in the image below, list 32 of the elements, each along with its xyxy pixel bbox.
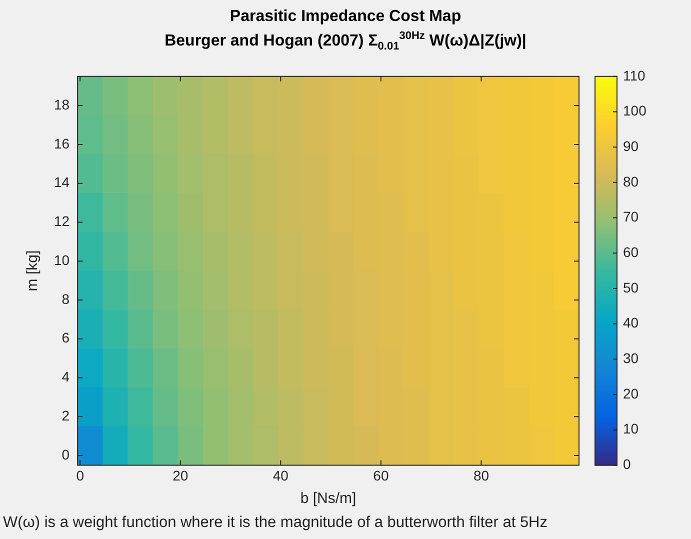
- y-tick-label: 12: [54, 213, 70, 230]
- color-bar-label: 80: [623, 173, 639, 190]
- y-tick-label: 2: [62, 407, 70, 424]
- color-bar-label: 90: [623, 138, 639, 154]
- chart-subtitle: Beurger and Hogan (2007) Σ$_{0.01}$$^{30Hz}$ W(ω)Δ|Z(jw)|: [164, 30, 528, 53]
- x-axis-title: b [Ns/m]: [300, 490, 356, 508]
- y-tick-label: 14: [54, 174, 70, 190]
- y-tick-label: 18: [54, 96, 70, 112]
- color-bar-label: 10: [623, 420, 639, 437]
- text: W(ω) is a weight function where it is the magnitude of a butterworth filter at 5Hz: [3, 514, 548, 532]
- color-bar-label: 60: [623, 244, 639, 260]
- color-bar-label: 70: [623, 208, 639, 225]
- y-tick-label: 8: [62, 290, 70, 307]
- color-bar-label: 110: [623, 67, 646, 84]
- y-tick-label: 10: [54, 252, 70, 268]
- y-tick-label: 0: [62, 446, 70, 462]
- color-bar-label: 0: [623, 456, 631, 472]
- x-tick-label: 80: [473, 467, 490, 484]
- color-bar-label: 50: [623, 279, 639, 296]
- x-tick-label: 60: [373, 467, 389, 484]
- color-bar-label: 100: [623, 102, 647, 119]
- color-bar-label: 40: [623, 314, 639, 331]
- x-tick-label: 40: [272, 467, 289, 484]
- color-bar-label: 20: [623, 385, 639, 402]
- color-bar-label: 30: [623, 350, 639, 366]
- x-tick-label: 20: [172, 467, 188, 484]
- y-tick-label: 16: [54, 135, 70, 152]
- y-axis-title: m [kg]: [24, 250, 42, 292]
- y-tick-label: 6: [62, 330, 70, 346]
- chart-title: Parasitic Impedance Cost Map: [228, 8, 462, 26]
- x-tick-label: 0: [76, 467, 84, 484]
- y-tick-label: 4: [62, 368, 70, 385]
